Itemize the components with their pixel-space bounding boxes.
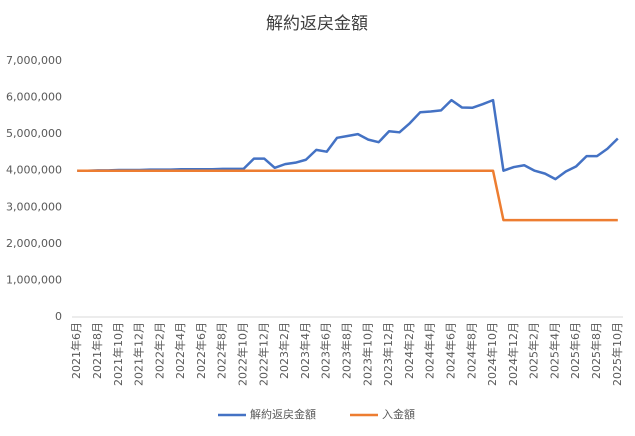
x-tick-label: 2023年10月 [360,322,374,386]
x-tick-label: 2024年6月 [443,322,457,379]
x-tick-label: 2024年10月 [485,322,499,386]
x-tick-label: 2023年4月 [298,322,312,379]
x-tick-label: 2022年2月 [152,322,166,379]
series-line [77,98,619,181]
y-tick-label: 5,000,000 [6,127,62,140]
x-tick-label: 2025年10月 [610,322,624,386]
x-tick-label: 2024年4月 [423,322,437,379]
y-tick-label: 1,000,000 [6,273,62,286]
x-tick-label: 2022年4月 [173,322,187,379]
x-tick-label: 2025年6月 [568,322,582,379]
x-tick-label: 2021年8月 [90,322,104,379]
x-tick-label: 2024年2月 [402,322,416,379]
y-tick-label: 7,000,000 [6,54,62,67]
legend-label: 解約返戻金額 [250,407,316,421]
x-tick-label: 2021年6月 [69,322,83,379]
x-tick-label: 2022年10月 [236,322,250,386]
y-tick-label: 2,000,000 [6,237,62,250]
chart-title: 解約返戻金額 [266,14,368,34]
x-tick-label: 2025年8月 [589,322,603,379]
x-tick-label: 2022年12月 [256,322,270,386]
legend-label: 入金額 [382,407,415,421]
series-line [77,169,618,222]
x-tick-label: 2023年2月 [277,322,291,379]
x-tick-label: 2025年2月 [527,322,541,379]
y-tick-label: 3,000,000 [6,200,62,213]
x-tick-label: 2023年8月 [340,322,354,379]
x-tick-label: 2021年12月 [132,322,146,386]
y-tick-label: 0 [55,310,62,323]
x-tick-label: 2024年12月 [506,322,520,386]
x-tick-label: 2022年8月 [215,322,229,379]
x-tick-label: 2024年8月 [464,322,478,379]
y-tick-label: 4,000,000 [6,164,62,177]
y-tick-label: 6,000,000 [6,91,62,104]
x-tick-label: 2025年4月 [547,322,561,379]
x-tick-label: 2021年10月 [111,322,125,386]
x-tick-label: 2023年12月 [381,322,395,386]
x-tick-label: 2023年6月 [319,322,333,379]
x-tick-label: 2022年6月 [194,322,208,379]
